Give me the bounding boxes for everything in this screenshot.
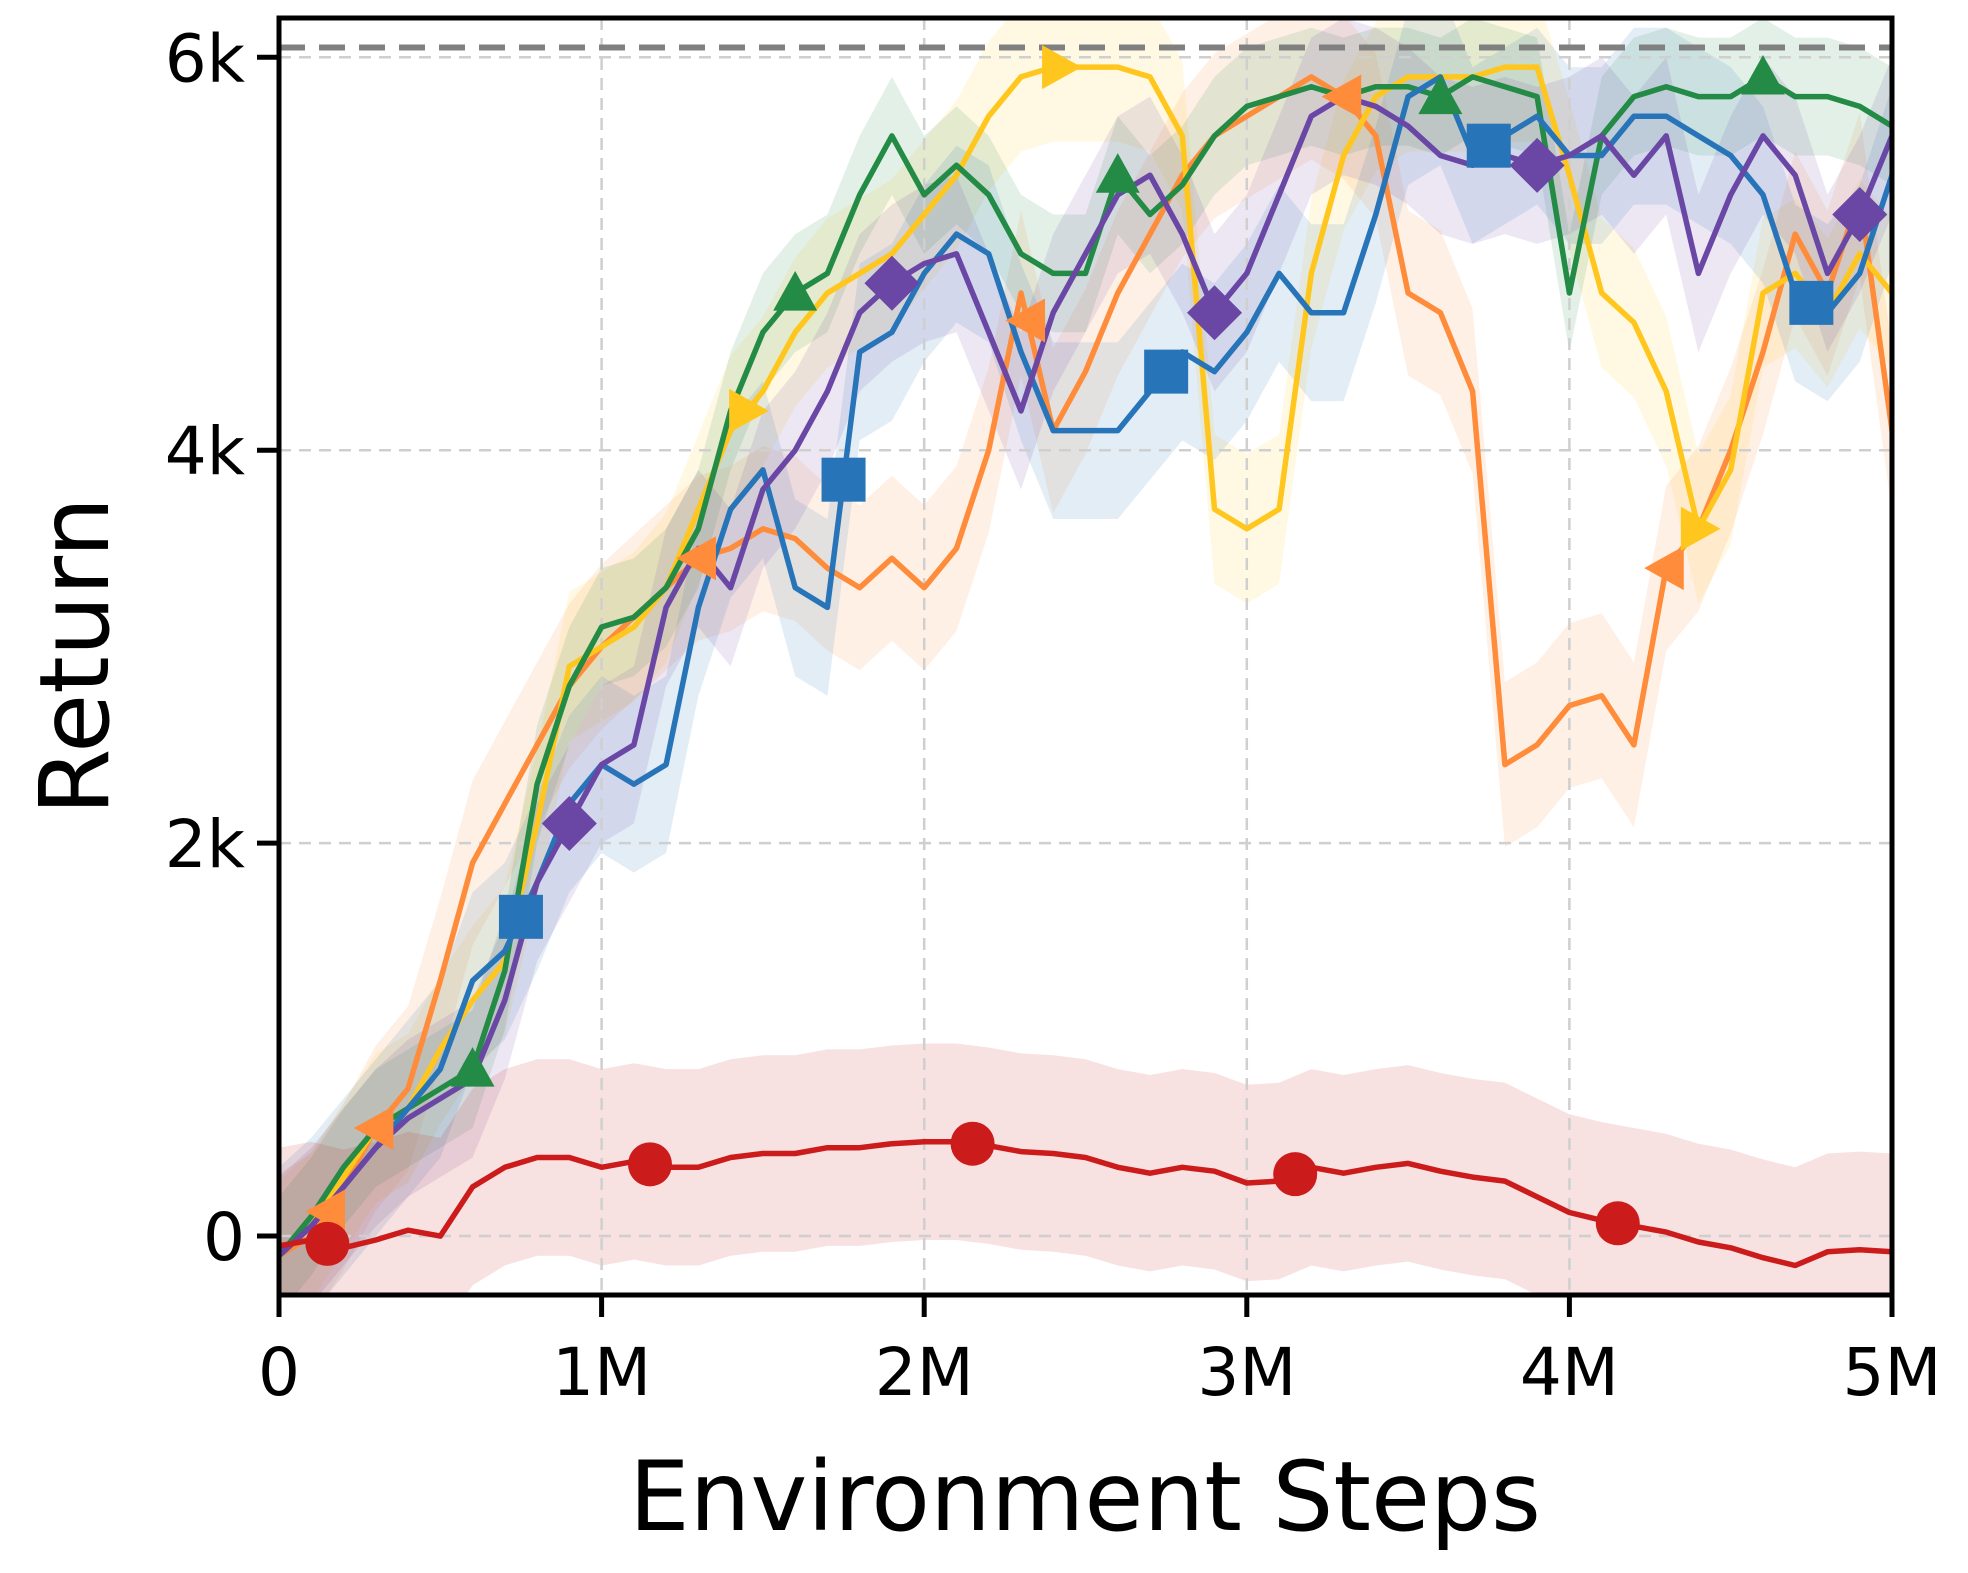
marker-series-1-1 — [1042, 45, 1082, 90]
marker-series-0-5 — [1644, 546, 1684, 591]
marker-series-0-3 — [1005, 298, 1046, 343]
x-tick-label-5: 5M — [1843, 1334, 1942, 1411]
line-series-1 — [279, 64, 1892, 1259]
marker-series-5-1 — [627, 1142, 672, 1187]
marker-series-0-0 — [305, 1189, 345, 1234]
marker-series-2-2 — [1095, 153, 1140, 193]
band-series-3 — [279, 18, 1892, 1295]
marker-series-3-0 — [498, 894, 543, 939]
band-series-0 — [279, 18, 1892, 1295]
marker-series-3-2 — [1144, 349, 1189, 394]
marker-series-2-1 — [773, 271, 818, 311]
x-tick-label-2: 2M — [875, 1334, 974, 1411]
line-series-0 — [279, 74, 1892, 1259]
series-markers — [305, 45, 1888, 1266]
y-tick-label-0: 0 — [203, 1199, 245, 1276]
marker-series-2-3 — [1418, 74, 1463, 115]
marker-series-4-1 — [864, 255, 920, 311]
plot-frame — [276, 15, 1895, 1298]
y-tick-label-2: 4k — [165, 413, 246, 490]
x-axis-ticks: 0 1M 2M 3M 4M 5M — [258, 1295, 1941, 1411]
y-axis-ticks: 0 2k 4k 6k — [165, 20, 279, 1276]
y-tick-label-3: 6k — [165, 20, 246, 97]
marker-series-1-2 — [1680, 506, 1721, 551]
marker-series-2-4 — [1740, 54, 1785, 95]
marker-series-4-4 — [1832, 186, 1888, 242]
line-series-2 — [279, 74, 1892, 1259]
line-series-4 — [279, 93, 1892, 1259]
marker-series-4-2 — [1187, 285, 1243, 341]
marker-series-0-2 — [676, 536, 716, 581]
x-tick-label-1: 1M — [552, 1334, 651, 1411]
marker-series-2-0 — [450, 1047, 495, 1087]
x-tick-label-4: 4M — [1520, 1334, 1619, 1411]
marker-series-3-1 — [821, 457, 866, 502]
y-axis-label: Return — [19, 497, 131, 816]
marker-series-0-4 — [1321, 74, 1362, 119]
x-tick-label-3: 3M — [1197, 1334, 1296, 1411]
marker-series-5-0 — [305, 1221, 350, 1266]
x-tick-label-0: 0 — [258, 1334, 300, 1411]
line-series-3 — [279, 74, 1892, 1259]
marker-series-5-4 — [1595, 1201, 1640, 1246]
marker-series-5-2 — [950, 1121, 995, 1166]
band-series-5 — [279, 1043, 1892, 1295]
marker-series-1-0 — [729, 388, 769, 433]
y-tick-label-1: 2k — [165, 806, 246, 883]
marker-series-0-1 — [353, 1106, 394, 1151]
band-series-1 — [279, 18, 1892, 1295]
marker-series-4-0 — [541, 795, 597, 851]
x-axis-label: Environment Steps — [629, 1441, 1541, 1553]
marker-series-3-4 — [1789, 280, 1834, 325]
marker-series-3-3 — [1466, 123, 1511, 168]
marker-series-5-3 — [1273, 1152, 1318, 1197]
marker-series-4-3 — [1509, 137, 1565, 193]
